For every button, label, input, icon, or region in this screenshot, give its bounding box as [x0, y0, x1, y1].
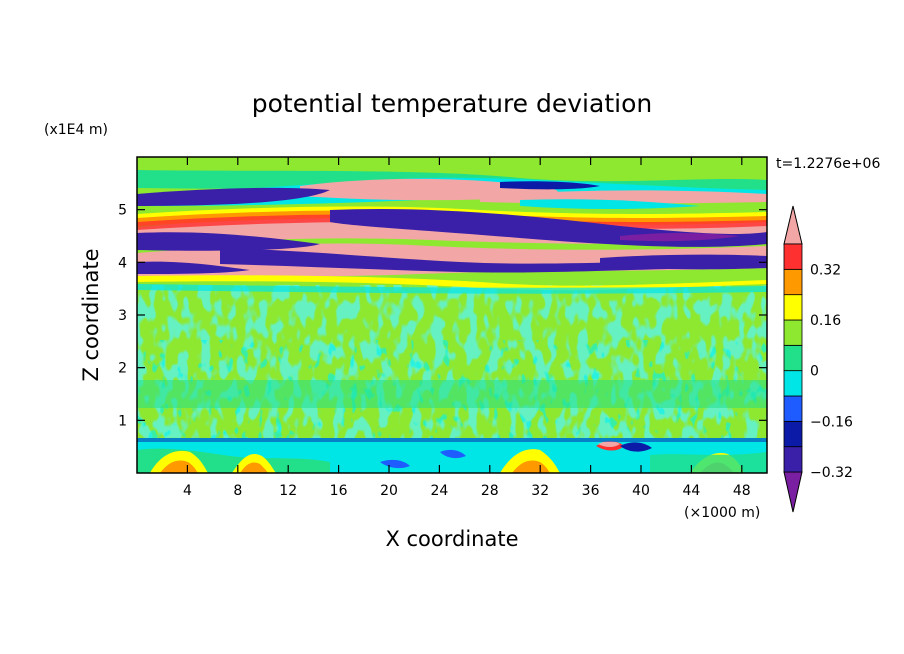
colorbar-label: 0.32	[810, 262, 841, 278]
y-unit-label: (x1E4 m)	[44, 122, 108, 138]
x-tick-label: 28	[481, 483, 499, 499]
bottom-blue-spot-3	[440, 449, 466, 459]
x-tick-label: 44	[682, 483, 700, 499]
colorbar-label: −0.32	[810, 465, 853, 481]
x-axis-ticks: 4 8 12 16 20 24 28 32 36 40 44 48	[183, 157, 751, 499]
purple-dark-1	[500, 181, 600, 190]
colorbar-segment	[783, 319, 803, 346]
time-label: t=1.2276e+06	[776, 156, 880, 172]
x-tick-label: 4	[183, 483, 192, 499]
field-green-strip	[137, 380, 767, 408]
y-tick-label: 3	[118, 308, 127, 324]
x-tick-label: 40	[632, 483, 650, 499]
x-unit-label: (×1000 m)	[684, 505, 760, 521]
colorbar-segment	[783, 395, 803, 422]
colorbar-extend-max	[783, 205, 803, 245]
colorbar-segment	[783, 294, 803, 321]
contour-field	[137, 157, 767, 473]
x-tick-label: 20	[380, 483, 398, 499]
colorbar-extend-min	[783, 471, 803, 513]
bottom-blue-spot-1	[380, 459, 410, 469]
bottom-layer-top-edge	[137, 438, 767, 442]
bottom-pink-spot	[598, 441, 620, 447]
x-tick-label: 8	[233, 483, 242, 499]
x-tick-label: 12	[279, 483, 297, 499]
y-tick-label: 4	[118, 255, 127, 271]
colorbar-segment	[783, 370, 803, 397]
yellow-edge-2	[137, 275, 767, 291]
y-tick-label: 1	[118, 413, 127, 429]
colorbar-segment	[783, 243, 803, 270]
x-axis-label: X coordinate	[385, 527, 518, 551]
colorbar-segment	[783, 446, 803, 473]
colorbar-segment	[783, 420, 803, 448]
bottom-green-right	[650, 452, 767, 473]
x-tick-label: 16	[330, 483, 348, 499]
pink-layer-3	[300, 178, 558, 201]
bottom-blue-spot-2	[620, 442, 652, 452]
purple-layer-2	[137, 232, 320, 251]
x-tick-label: 36	[582, 483, 600, 499]
colorbar-label: 0.16	[810, 313, 841, 329]
y-axis-label: Z coordinate	[79, 248, 103, 381]
y-tick-label: 2	[118, 361, 127, 377]
colorbar-segment	[783, 268, 803, 296]
colorbar: 0.32 0.16 0 −0.16 −0.32	[783, 205, 853, 513]
cyan-layer-mid	[520, 199, 700, 209]
colorbar-label: 0	[810, 364, 819, 380]
purple-dark-2	[620, 233, 740, 242]
purple-layer-5	[137, 261, 250, 274]
x-tick-label: 48	[733, 483, 751, 499]
bottom-orange-plume-1	[160, 460, 198, 473]
x-tick-label: 32	[531, 483, 549, 499]
chart-title: potential temperature deviation	[252, 89, 652, 118]
purple-layer-1	[137, 187, 330, 206]
x-tick-label: 24	[430, 483, 448, 499]
colorbar-label: −0.16	[810, 414, 853, 430]
y-tick-label: 5	[118, 203, 127, 219]
colorbar-segment	[783, 344, 803, 372]
bottom-orange-plume-2	[240, 462, 268, 473]
y-axis-ticks: 1 2 3 4 5	[118, 203, 767, 429]
purple-layer-6	[600, 254, 767, 270]
cyan-edge-low	[137, 284, 767, 294]
